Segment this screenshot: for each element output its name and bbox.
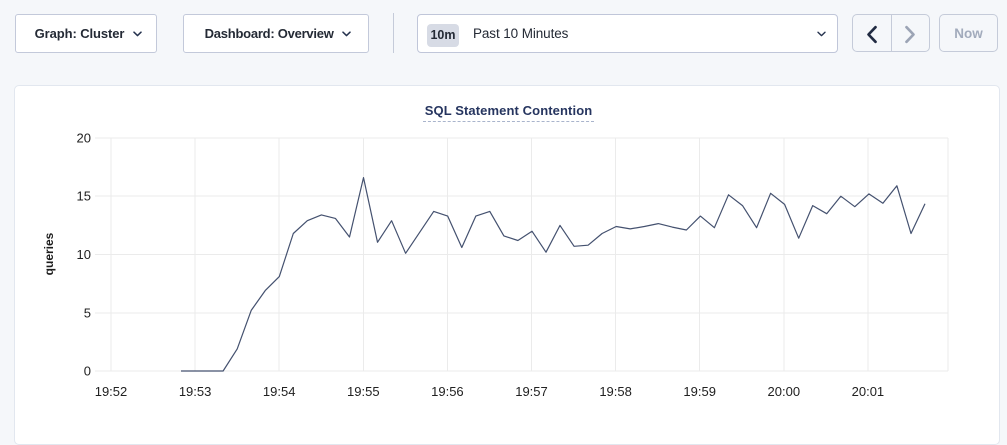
- svg-text:19:59: 19:59: [683, 384, 716, 399]
- svg-text:0: 0: [84, 364, 91, 379]
- svg-text:19:55: 19:55: [347, 384, 380, 399]
- svg-text:20:00: 20:00: [768, 384, 801, 399]
- svg-text:15: 15: [77, 189, 91, 204]
- svg-text:queries: queries: [42, 232, 56, 275]
- svg-text:19:53: 19:53: [179, 384, 212, 399]
- svg-text:19:58: 19:58: [599, 384, 632, 399]
- svg-text:5: 5: [84, 305, 91, 320]
- svg-text:10: 10: [77, 247, 91, 262]
- svg-text:20: 20: [77, 131, 91, 146]
- svg-text:20:01: 20:01: [852, 384, 885, 399]
- svg-text:19:56: 19:56: [431, 384, 464, 399]
- svg-text:19:54: 19:54: [263, 384, 296, 399]
- svg-text:19:57: 19:57: [515, 384, 548, 399]
- svg-text:19:52: 19:52: [95, 384, 128, 399]
